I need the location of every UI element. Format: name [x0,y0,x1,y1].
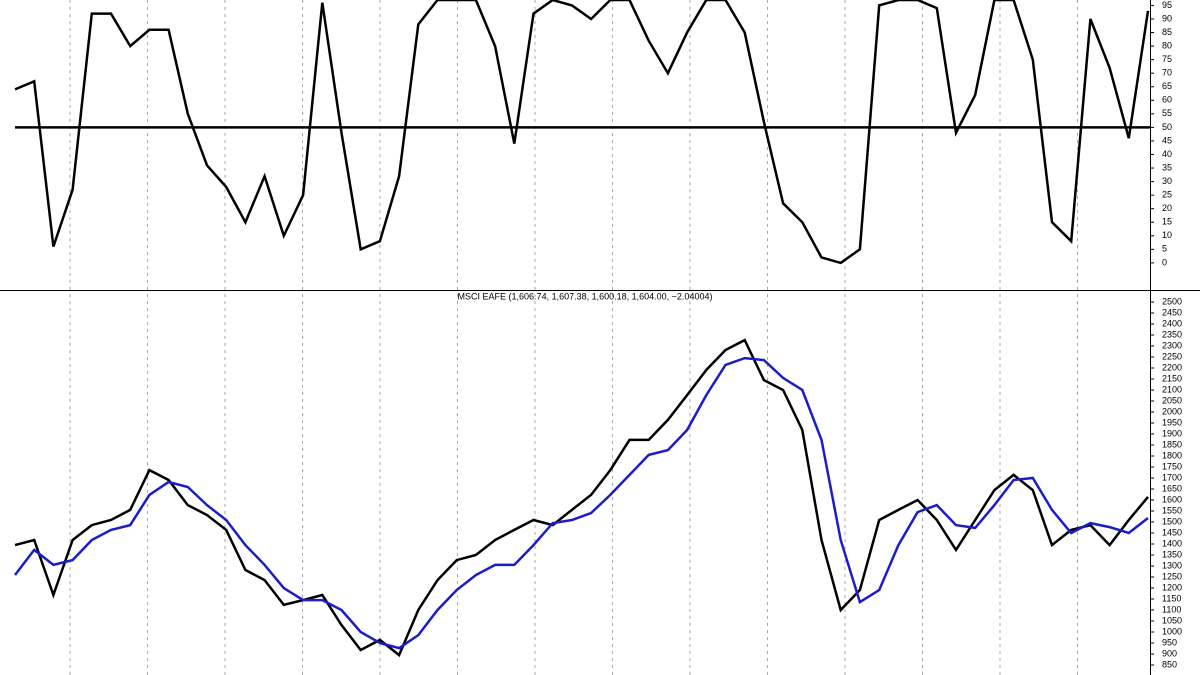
y-tick-label: 1600 [1162,494,1182,504]
y-tick-label: 70 [1162,68,1172,78]
y-tick-label: 50 [1162,122,1172,132]
y-tick-label: 20 [1162,203,1172,213]
y-tick-label: 1950 [1162,417,1182,427]
y-tick-label: 2400 [1162,318,1182,328]
y-tick-label: 2300 [1162,340,1182,350]
y-tick-label: 1000 [1162,626,1182,636]
y-tick-label: 2350 [1162,329,1182,339]
y-tick-label: 90 [1162,13,1172,23]
y-tick-label: 1550 [1162,505,1182,515]
y-tick-label: 2150 [1162,373,1182,383]
y-tick-label: 25 [1162,190,1172,200]
y-tick-label: 30 [1162,176,1172,186]
y-tick-label: 0 [1162,257,1167,267]
y-tick-label: 1300 [1162,560,1182,570]
y-tick-label: 2500 [1162,296,1182,306]
y-tick-label: 1350 [1162,549,1182,559]
y-tick-label: 35 [1162,162,1172,172]
y-tick-label: 2000 [1162,406,1182,416]
y-tick-label: 2200 [1162,362,1182,372]
series-line [14,356,1149,650]
y-tick-label: 5 [1162,244,1167,254]
y-tick-label: 1200 [1162,582,1182,592]
y-tick-label: 1900 [1162,428,1182,438]
y-tick-label: 950 [1162,637,1177,647]
y-tick-label: 2250 [1162,351,1182,361]
y-tick-label: 1450 [1162,527,1182,537]
series-line [14,0,1150,265]
y-tick-label: 850 [1162,659,1177,669]
y-tick-label: 2450 [1162,307,1182,317]
y-tick-label: 10 [1162,230,1172,240]
y-tick-label: 2050 [1162,395,1182,405]
y-tick-label: 1500 [1162,516,1182,526]
y-tick-label: 45 [1162,135,1172,145]
y-tick-label: 15 [1162,217,1172,227]
y-tick-label: 1400 [1162,538,1182,548]
y-tick-label: 60 [1162,95,1172,105]
y-tick-label: 95 [1162,0,1172,10]
y-tick-label: 1700 [1162,472,1182,482]
y-tick-label: 1150 [1162,593,1181,603]
y-tick-label: 1800 [1162,450,1182,460]
y-tick-label: 1750 [1162,461,1182,471]
y-tick-label: 1650 [1162,483,1182,493]
y-tick-label: 900 [1162,648,1177,658]
y-tick-label: 80 [1162,40,1172,50]
y-tick-label: 40 [1162,149,1172,159]
series-line [14,338,1149,658]
y-tick-label: 1050 [1162,615,1182,625]
y-tick-label: 75 [1162,54,1172,64]
vertical-grid [69,0,1078,675]
y-tick-label: 65 [1162,81,1172,91]
y-tick-label: 1250 [1162,571,1182,581]
y-tick-label: 2100 [1162,384,1182,394]
y-tick-label: 1850 [1162,439,1182,449]
y-tick-label: 55 [1162,108,1172,118]
y-tick-label: 1100 [1162,604,1181,614]
panel-title: MSCI EAFE (1,606.74, 1,607.38, 1,600.18,… [458,291,713,301]
y-tick-label: 85 [1162,27,1172,37]
